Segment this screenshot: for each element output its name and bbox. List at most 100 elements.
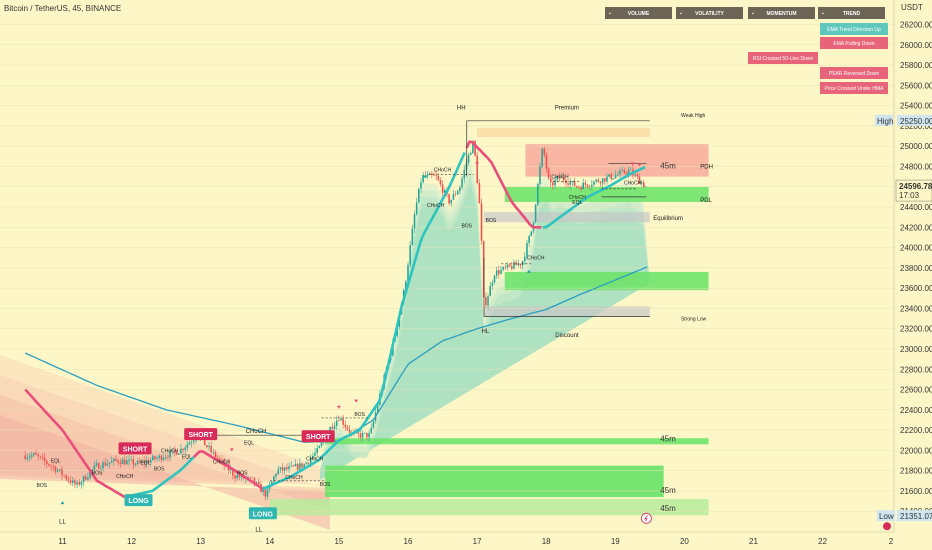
- candle-body: [569, 182, 572, 185]
- candle-body: [273, 476, 275, 482]
- y-tick-label: 22400.00: [900, 406, 932, 415]
- candle-body: [413, 214, 416, 229]
- candle-body: [203, 437, 206, 446]
- demand-zone: [269, 499, 709, 516]
- choch-label: CHoCH: [285, 475, 303, 481]
- candle-body: [422, 175, 424, 183]
- candle-body: [489, 285, 491, 297]
- signal-cell: [820, 37, 888, 49]
- candle-body: [221, 459, 223, 461]
- signal-cell: [820, 67, 888, 79]
- candle-body: [102, 462, 104, 469]
- table-header-cell: [818, 7, 885, 19]
- candle-body: [117, 460, 119, 463]
- pdl-label: PDL: [700, 198, 712, 204]
- candle-body: [344, 424, 347, 428]
- x-tick-label: 19: [611, 537, 620, 546]
- eql-label: EQL: [572, 200, 582, 206]
- supply-zone: [525, 144, 709, 177]
- table-header-text: VOLATILITY: [695, 11, 724, 17]
- candle-body: [366, 432, 368, 438]
- candle-body: [376, 404, 379, 413]
- candle-body: [629, 169, 632, 171]
- candle-body: [28, 456, 31, 458]
- candle-body: [141, 460, 143, 463]
- x-tick-label: 14: [265, 537, 274, 546]
- buy-marker: [60, 501, 65, 505]
- candle-body: [214, 451, 217, 458]
- candle-body: [348, 429, 351, 433]
- bos-label: BOS: [486, 218, 497, 224]
- candle-body: [645, 186, 647, 187]
- signal-tag-text: SHORT: [306, 434, 331, 441]
- candle-body: [87, 477, 89, 480]
- candle-body: [262, 489, 264, 493]
- candle-body: [441, 184, 444, 193]
- candle-body: [439, 180, 442, 185]
- annotations: HH HL LL LL Premium Equilibrium Discount Weak H…: [36, 106, 712, 534]
- candle-body: [560, 176, 563, 178]
- candle-body: [48, 463, 50, 466]
- candle-body: [543, 148, 546, 155]
- candle-body: [264, 489, 267, 497]
- ll-label: LL: [59, 519, 66, 525]
- candle-body: [357, 431, 360, 434]
- candle-body: [571, 180, 574, 183]
- demand-zone: [504, 186, 709, 202]
- candle-body: [61, 469, 63, 476]
- choch-label: CHoCH: [624, 181, 642, 187]
- signal-cell: [748, 52, 818, 64]
- candle-body: [582, 182, 584, 190]
- candle-body: [43, 457, 46, 462]
- sell-marker: [354, 399, 359, 403]
- lightning-icon: [644, 515, 648, 522]
- eql-label: EQL: [182, 454, 192, 460]
- candle-body: [154, 456, 156, 460]
- candle-body: [493, 275, 496, 283]
- equilibrium-label: Equilibrium: [653, 216, 683, 222]
- candle-body: [636, 174, 639, 177]
- candle-body: [437, 176, 440, 181]
- candle-body: [30, 455, 33, 457]
- ll-label: LL: [255, 528, 262, 534]
- candle-body: [147, 460, 150, 463]
- candle-body: [294, 463, 297, 467]
- timeframe-label: 45m: [660, 504, 676, 513]
- candle-body: [84, 476, 87, 480]
- candle-body: [640, 182, 643, 184]
- low-label: Low: [879, 512, 894, 521]
- background-layer: [0, 158, 650, 530]
- y-tick-label: 24800.00: [900, 162, 932, 171]
- y-tick-label: 23800.00: [900, 264, 932, 273]
- candle-body: [536, 183, 539, 205]
- candle-body: [487, 296, 489, 306]
- candle-body: [151, 456, 154, 461]
- candle-body: [130, 459, 132, 460]
- candle-body: [526, 243, 528, 257]
- candle-body: [463, 169, 466, 179]
- x-tick-label: 16: [404, 537, 413, 546]
- candle-body: [515, 262, 517, 266]
- candle-body: [409, 245, 411, 265]
- candle-body: [314, 452, 316, 456]
- y-axis[interactable]: 26200.00 26000.00 25800.00 25600.00 25400.00…: [875, 0, 932, 550]
- candle-body: [229, 469, 232, 471]
- candle-body: [370, 427, 373, 433]
- candle-body: [472, 140, 474, 153]
- x-axis[interactable]: 11 12 13 14 15 16 17 18 19 20 21 22 2: [0, 531, 894, 550]
- candle-body: [97, 463, 100, 469]
- candle-body: [171, 449, 174, 451]
- candle-body: [604, 178, 606, 182]
- axis-currency: USDT: [901, 3, 923, 12]
- candle-body: [39, 456, 42, 457]
- y-tick-label: 26000.00: [900, 41, 932, 50]
- bos-label: BOS: [461, 223, 472, 229]
- current-price: 24596.78: [899, 182, 932, 191]
- eql-label: EQL: [140, 461, 150, 467]
- chart-title: Bitcoin / TetherUS, 45, BINANCE: [4, 4, 121, 13]
- table-header-cell: [676, 7, 743, 19]
- candle-body: [528, 236, 530, 244]
- candle-body: [456, 191, 459, 195]
- candle-body: [184, 447, 187, 451]
